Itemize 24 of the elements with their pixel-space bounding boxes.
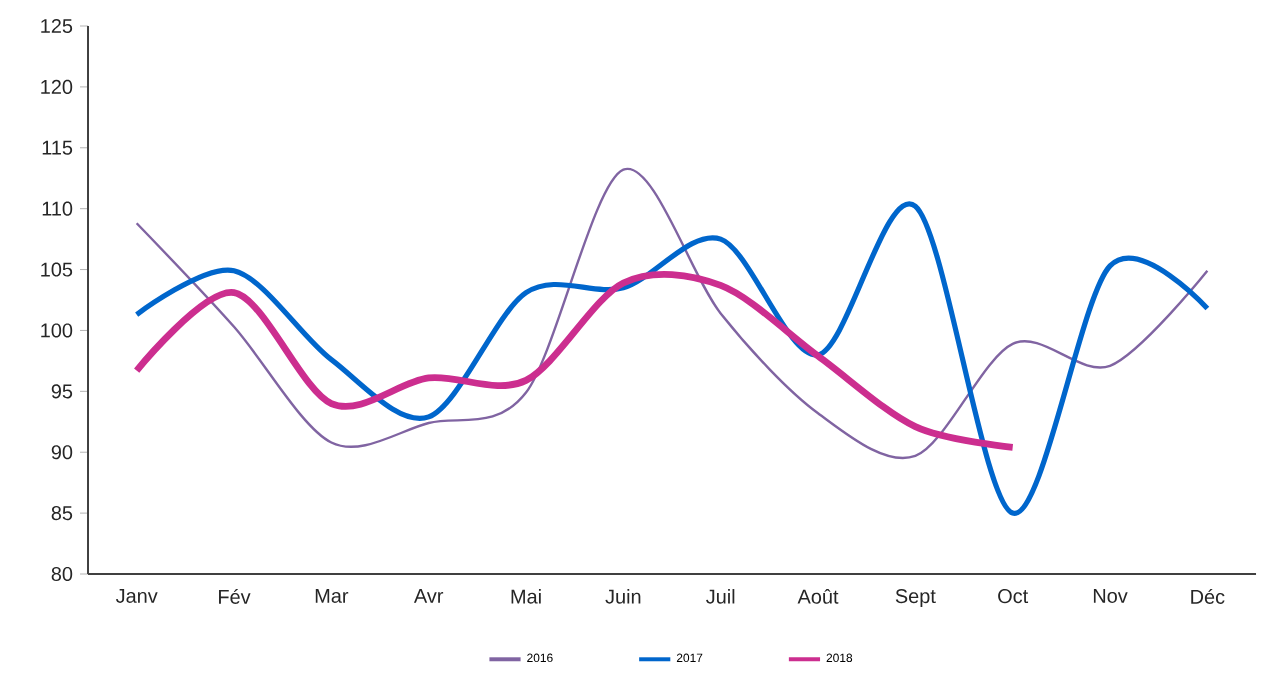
x-tick-label: Oct bbox=[998, 589, 1029, 604]
y-tick-label: 95 bbox=[51, 384, 73, 399]
x-tick-label: Avr bbox=[413, 589, 444, 603]
x-tick-label: Mai bbox=[511, 589, 541, 604]
x-tick-label: Sept bbox=[895, 589, 936, 608]
x-tick-label: Juin bbox=[605, 589, 641, 604]
y-tick-label: 80 bbox=[51, 566, 73, 582]
x-tick-label: Mar bbox=[315, 589, 349, 603]
x-tick-label: Nov bbox=[1093, 589, 1128, 603]
line-series bbox=[134, 203, 1210, 516]
y-tick-label: 85 bbox=[51, 506, 73, 521]
y-tick-label: 115 bbox=[42, 140, 73, 155]
x-tick-label: Déc bbox=[1191, 589, 1225, 604]
x-tick-label: Janv bbox=[115, 589, 158, 603]
x-tick-label: Juil bbox=[706, 589, 735, 604]
x-tick-label: Août bbox=[797, 589, 839, 604]
y-tick-label: 125 bbox=[41, 18, 73, 34]
y-tick-label: 110 bbox=[42, 201, 73, 216]
y-tick-label: 100 bbox=[41, 323, 73, 338]
y-tick-label: 120 bbox=[41, 79, 73, 94]
line-series bbox=[135, 168, 1209, 459]
y-tick-label: 90 bbox=[51, 445, 73, 460]
y-tick-label: 105 bbox=[41, 262, 73, 277]
x-tick-label: Fév bbox=[219, 589, 251, 604]
